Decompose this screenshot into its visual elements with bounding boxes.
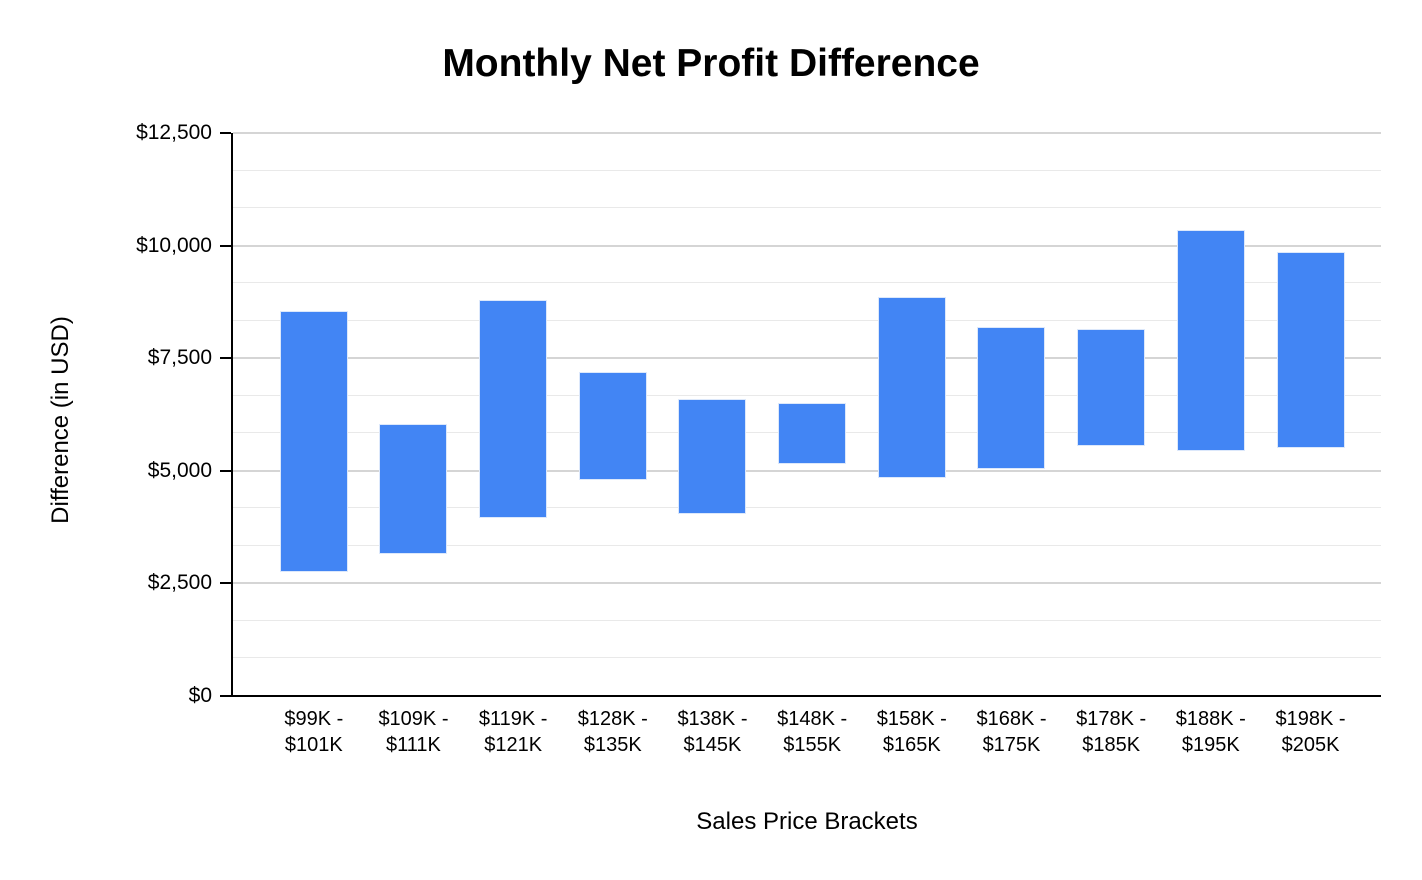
gridline-major bbox=[233, 582, 1381, 585]
gridline-major bbox=[233, 357, 1381, 360]
chart-title: Monthly Net Profit Difference bbox=[442, 42, 980, 85]
gridline-minor bbox=[233, 619, 1381, 621]
gridline-major bbox=[233, 132, 1381, 134]
range-bar bbox=[877, 297, 946, 478]
y-axis-tick-label: $12,500 bbox=[136, 121, 212, 144]
x-axis-line bbox=[231, 695, 1381, 697]
range-bar bbox=[1077, 328, 1146, 447]
y-axis-tick bbox=[220, 582, 231, 585]
range-bar bbox=[479, 299, 548, 519]
gridline-minor bbox=[233, 169, 1381, 171]
x-axis-category-label: $109K - $111K bbox=[378, 708, 449, 756]
x-axis-category-label: $128K - $135K bbox=[577, 708, 648, 756]
gridline-minor bbox=[233, 657, 1381, 659]
x-axis-category-label: $138K - $145K bbox=[677, 708, 748, 756]
gridline-major bbox=[233, 469, 1381, 472]
range-bar bbox=[1176, 229, 1245, 451]
x-axis-category-label: $178K - $185K bbox=[1076, 708, 1147, 756]
y-axis-title: Difference (in USD) bbox=[47, 316, 74, 524]
x-axis-category-label: $148K - $155K bbox=[777, 708, 848, 756]
x-axis-category-label: $188K - $195K bbox=[1175, 708, 1246, 756]
gridline-minor bbox=[233, 282, 1381, 284]
y-axis-tick-label: $5,000 bbox=[147, 458, 212, 482]
x-axis-category-label: $99K - $101K bbox=[284, 708, 344, 756]
y-axis-tick-label: $7,500 bbox=[147, 346, 212, 370]
gridline-minor bbox=[233, 544, 1381, 546]
gridline-minor bbox=[233, 319, 1381, 321]
x-axis-category-label: $168K - $175K bbox=[976, 708, 1047, 756]
range-bar bbox=[678, 398, 747, 514]
range-bar bbox=[1276, 252, 1345, 449]
y-axis-tick bbox=[220, 244, 231, 247]
y-axis-tick bbox=[220, 357, 231, 360]
x-axis-category-label: $119K - $121K bbox=[478, 708, 548, 756]
x-axis-title: Sales Price Brackets bbox=[696, 808, 918, 835]
y-axis-tick-label: $10,000 bbox=[136, 233, 212, 257]
range-bar bbox=[379, 423, 448, 555]
range-bar bbox=[977, 326, 1046, 469]
range-bar bbox=[578, 371, 647, 480]
y-axis-tick-label: $2,500 bbox=[147, 571, 212, 595]
range-bar bbox=[778, 403, 847, 465]
gridline-minor bbox=[233, 207, 1381, 209]
y-axis-tick bbox=[220, 695, 231, 697]
y-axis-line bbox=[231, 133, 233, 697]
plot-area bbox=[233, 132, 1381, 696]
x-axis-category-label: $158K - $165K bbox=[876, 708, 947, 756]
range-bar bbox=[279, 310, 348, 573]
y-axis-tick bbox=[220, 469, 231, 472]
gridline-minor bbox=[233, 507, 1381, 509]
gridline-minor bbox=[233, 394, 1381, 396]
y-axis-tick bbox=[220, 132, 231, 134]
y-axis-tick-label: $0 bbox=[188, 684, 212, 707]
x-axis-category-label: $198K - $205K bbox=[1275, 708, 1346, 756]
gridline-major bbox=[233, 244, 1381, 247]
